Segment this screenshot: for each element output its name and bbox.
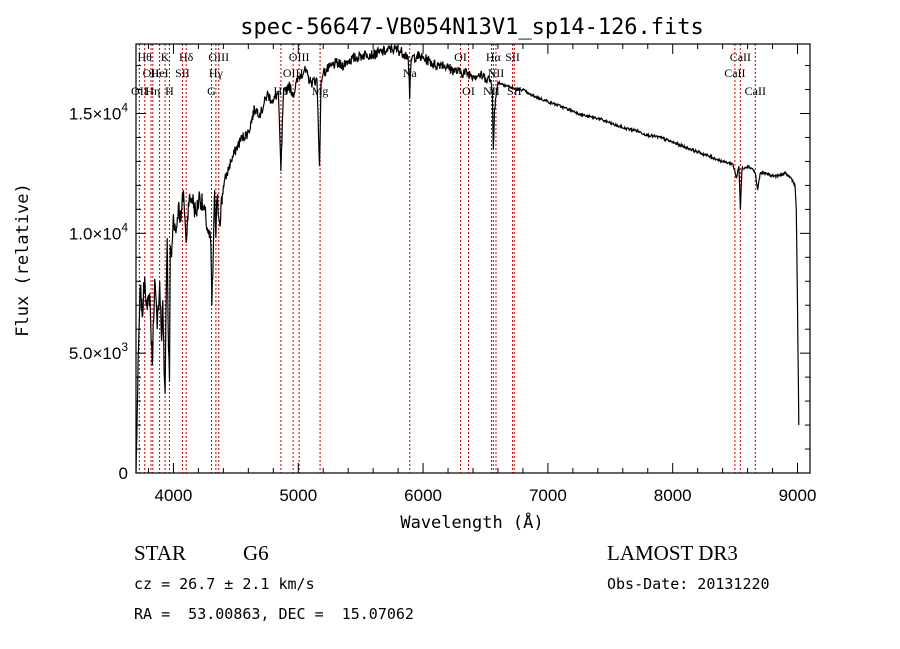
x-tick-label: 8000	[654, 486, 692, 505]
x-tick-labels: 4000 5000 6000 7000 8000 9000	[155, 486, 817, 505]
spectral-line-label: Mg	[312, 84, 329, 98]
y-tick-exponent: 4	[121, 220, 128, 234]
spectral-line-label: Hα	[486, 50, 502, 64]
spectral-line-label: SII	[505, 50, 520, 64]
y-tick-exponent: 4	[121, 101, 128, 115]
observation-date: Obs-Date: 20131220	[607, 575, 770, 593]
spectral-line-label: HeI	[151, 66, 169, 80]
y-tick-mantissa: 5.0×10	[69, 344, 121, 363]
redshift-cz: cz = 26.7 ± 2.1 km/s	[134, 575, 315, 593]
spectral-line-label: CaII	[730, 50, 751, 64]
sky-coordinates: RA = 53.00863, DEC = 15.07062	[134, 605, 414, 623]
x-tick-label: 6000	[404, 486, 442, 505]
spectrum-series-line	[135, 44, 800, 474]
spectral-line-label: H	[165, 84, 174, 98]
y-tick-label: 5.0×103	[69, 340, 128, 363]
spectral-line-labels: OIIHθOIIHηHeIKHSIIHδGHγOIIIHβOIIIOIIIMgN…	[131, 50, 766, 98]
spectral-line-label: CaII	[745, 84, 766, 98]
x-tick-label: 7000	[529, 486, 567, 505]
spectral-line-label: Hδ	[179, 50, 194, 64]
spectral-line-markers	[138, 44, 756, 473]
chart-title: spec-56647-VB054N13V1_sp14-126.fits	[240, 15, 704, 40]
survey-name: LAMOST DR3	[607, 541, 738, 565]
y-tick-label: 0	[119, 464, 128, 483]
y-tick-label: 1.0×104	[69, 220, 128, 243]
x-tick-label: 9000	[779, 486, 817, 505]
y-tick-label: 1.5×104	[69, 101, 128, 124]
axis-ticks	[136, 44, 810, 473]
object-class: STAR	[134, 541, 186, 565]
spectral-line-label: OI	[462, 84, 475, 98]
spectral-line-label: OII	[143, 66, 160, 80]
spectral-line-label: OIII	[208, 50, 229, 64]
spectral-line-label: OI	[454, 50, 467, 64]
x-axis-label: Wavelength (Å)	[400, 511, 543, 533]
spectral-line-label: OIII	[289, 50, 310, 64]
spectral-line-label: G	[207, 84, 216, 98]
object-subclass: G6	[243, 541, 269, 565]
spectral-line-label: OII	[131, 84, 148, 98]
spectral-line-label: K	[161, 50, 170, 64]
y-tick-mantissa: 1.5×10	[69, 105, 121, 124]
spectral-line-label: NII	[488, 66, 505, 80]
x-tick-label: 5000	[279, 486, 317, 505]
x-tick-label: 4000	[155, 486, 193, 505]
y-tick-mantissa: 0	[119, 464, 128, 483]
y-axis-label: Flux (relative)	[13, 183, 33, 337]
spectral-line-label: Hθ	[138, 50, 153, 64]
y-tick-exponent: 3	[121, 340, 128, 354]
y-tick-mantissa: 1.0×10	[69, 224, 121, 243]
spectral-line-label: CaII	[724, 66, 745, 80]
spectral-line-label: Hη	[145, 84, 160, 98]
plot-frame	[135, 43, 811, 474]
spectral-line-label: SII	[175, 66, 190, 80]
spectral-line-label: Hγ	[209, 66, 224, 80]
